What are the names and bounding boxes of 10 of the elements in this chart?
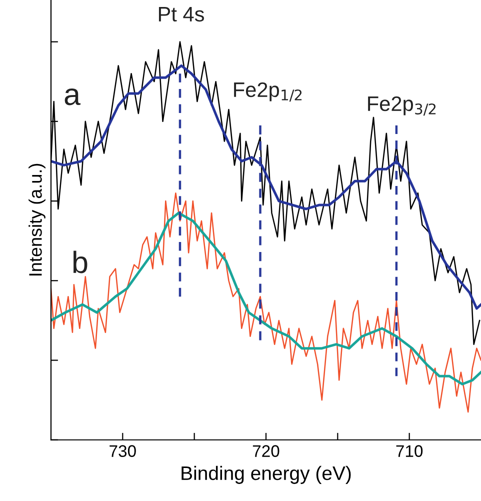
x-tick-label: 710 bbox=[396, 445, 423, 457]
x-tick-label: 730 bbox=[110, 445, 136, 457]
annotation: a bbox=[64, 88, 80, 106]
x-tick-label: 720 bbox=[252, 445, 280, 457]
annotation: Fe2p$_{3/2}$ bbox=[368, 96, 436, 116]
annotation: b bbox=[73, 250, 88, 274]
text: Pt 4s bbox=[158, 7, 204, 22]
x-axis-title: Binding energy (eV) bbox=[182, 466, 351, 484]
y-axis-title: Intensity (a.u.) bbox=[28, 164, 46, 276]
annotation: Fe2p$_{1/2}$ bbox=[234, 82, 302, 102]
